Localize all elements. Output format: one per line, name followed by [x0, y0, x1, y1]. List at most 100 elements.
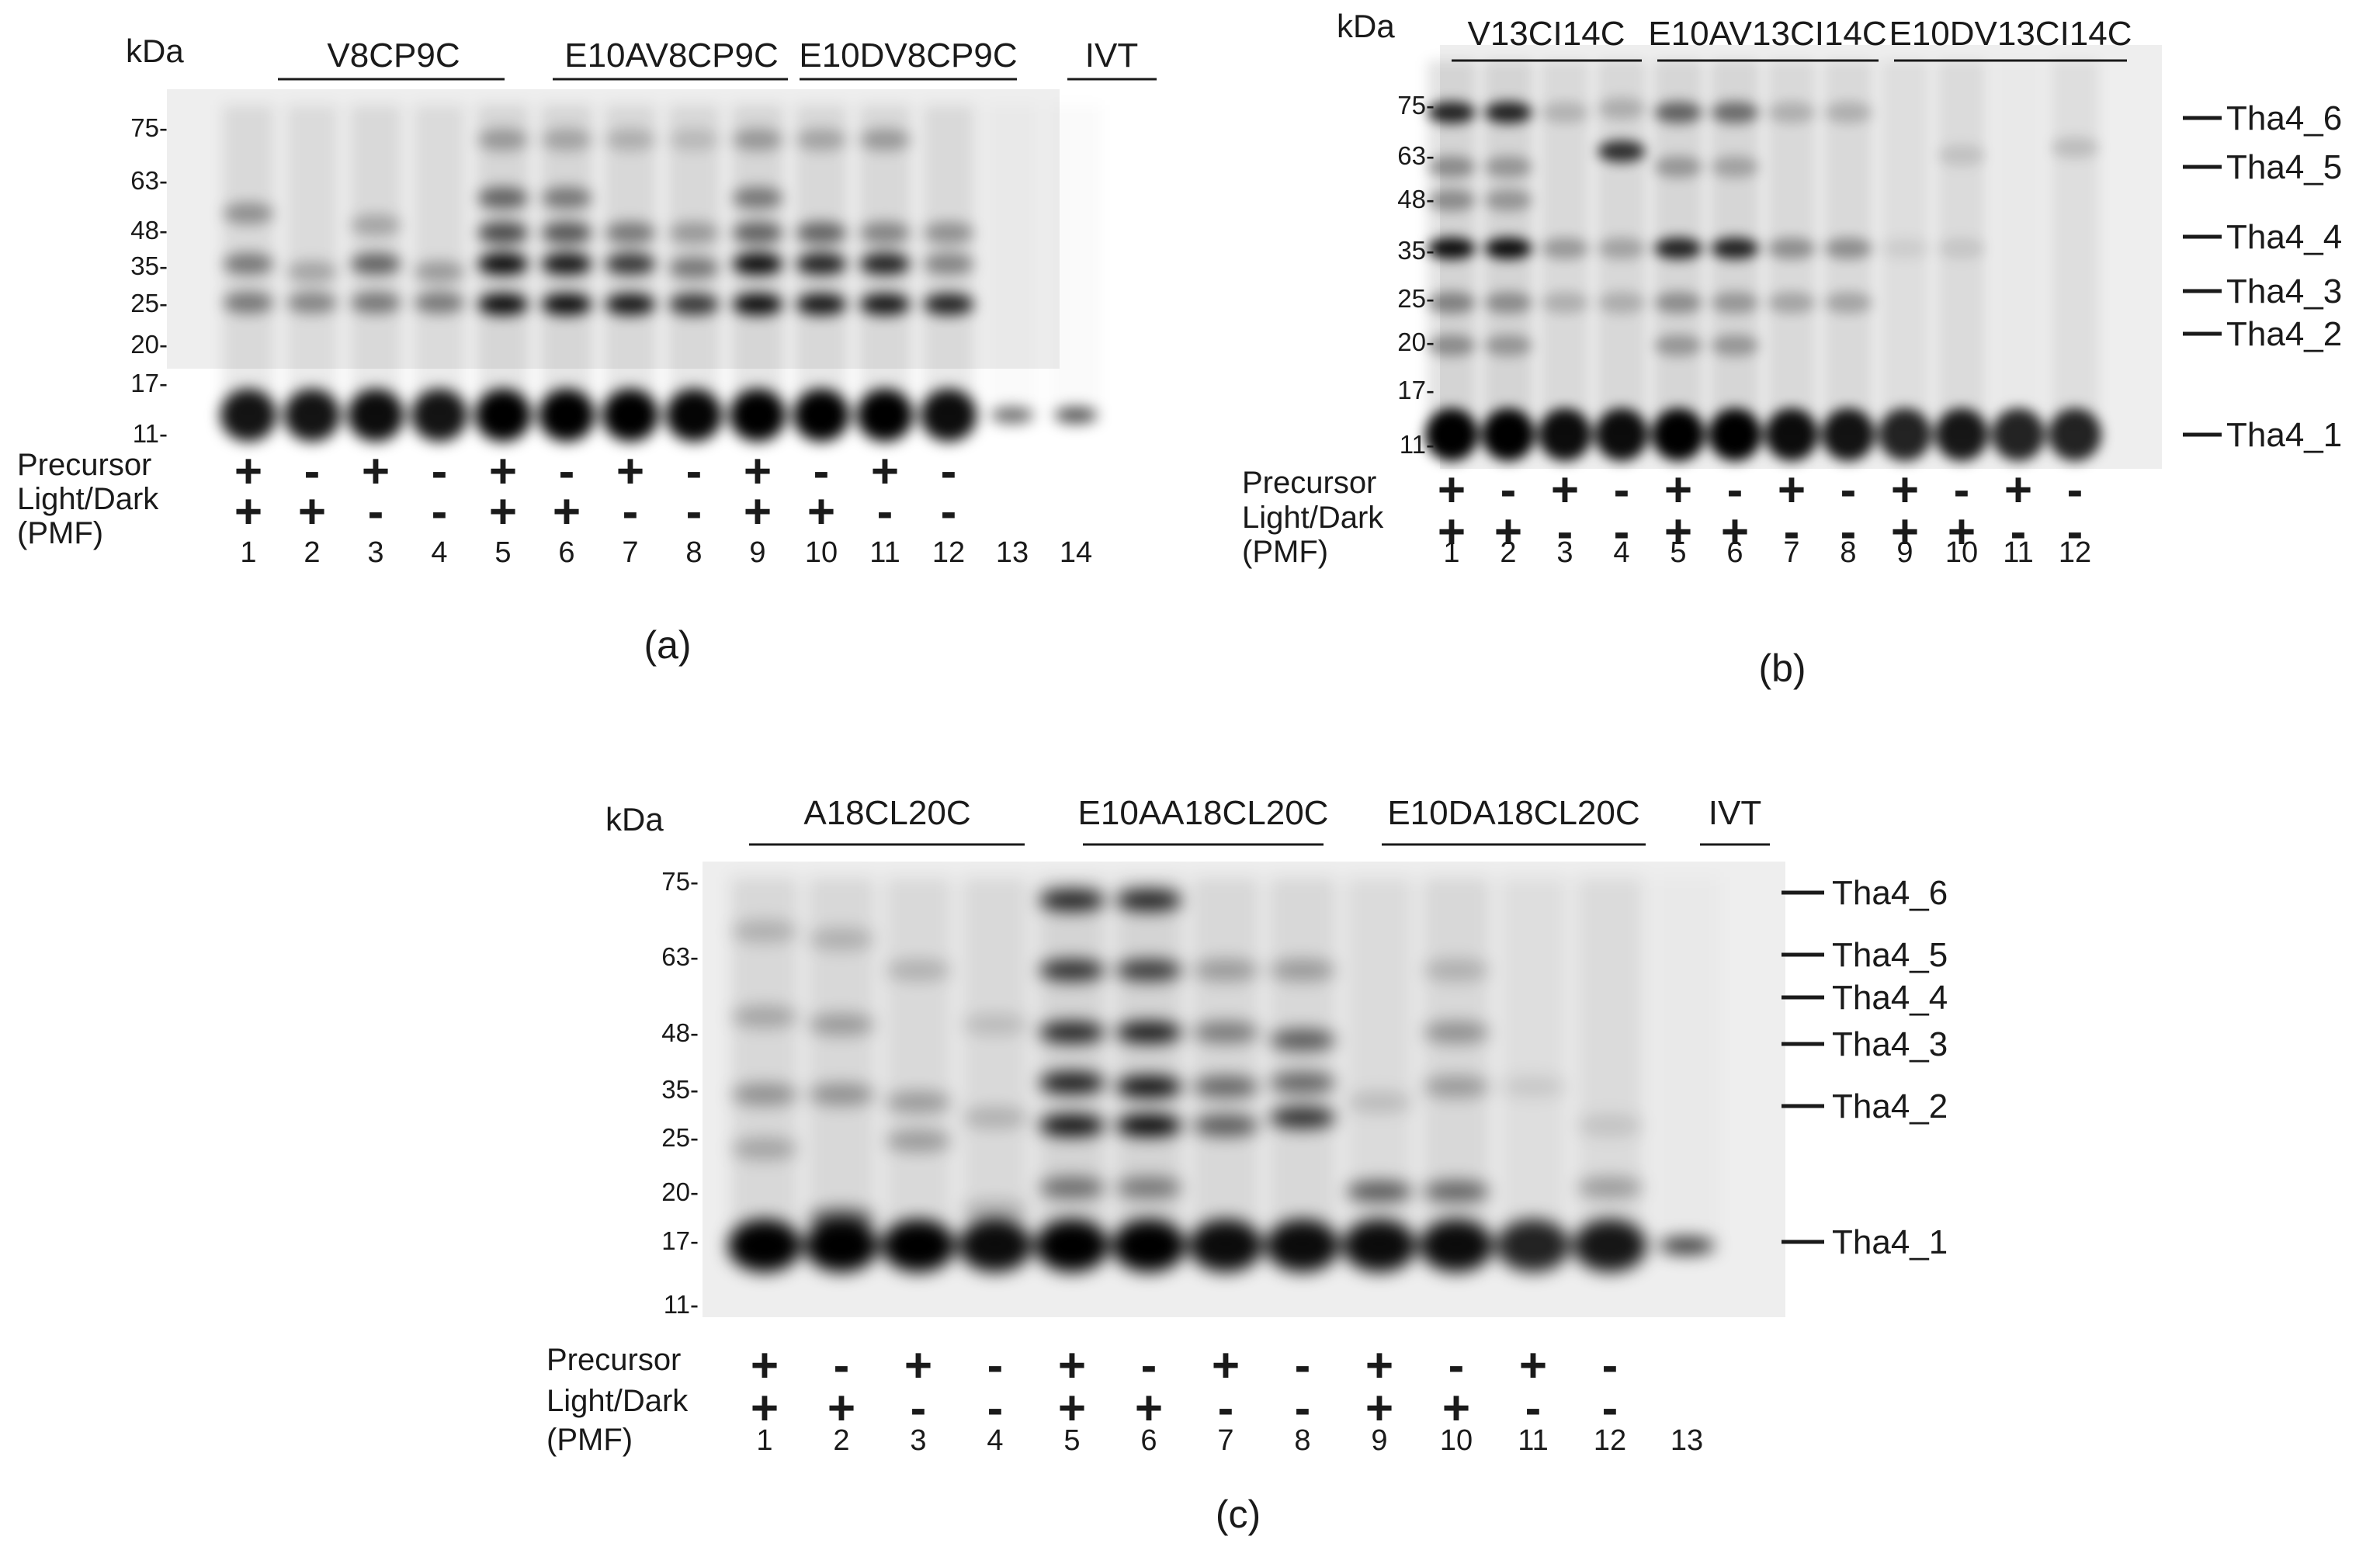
protein-band — [807, 1084, 876, 1105]
mw-marker: 11- — [1400, 430, 1435, 459]
protein-band — [730, 1084, 799, 1105]
band-label: Tha4_5 — [2226, 148, 2342, 186]
lane-number: 2 — [833, 1424, 849, 1457]
protein-band — [1422, 1076, 1490, 1098]
main-band — [283, 389, 341, 442]
protein-band — [350, 253, 401, 275]
precursor-sign: + — [1551, 463, 1579, 517]
row-label: Light/Dark — [1242, 501, 1384, 535]
light-sign: + — [1721, 505, 1749, 559]
protein-band — [1268, 1072, 1337, 1094]
precursor-sign: - — [304, 445, 321, 498]
lane-number: 11 — [2003, 536, 2033, 569]
lane-smear — [1994, 61, 2042, 435]
protein-band — [1711, 156, 1759, 178]
lane-number: 2 — [1500, 536, 1516, 569]
protein-band — [1711, 335, 1759, 356]
light-sign: + — [827, 1382, 855, 1435]
main-band — [1651, 408, 1705, 461]
lane-number: 13 — [996, 536, 1029, 569]
main-band — [991, 407, 1034, 424]
protein-band — [1598, 292, 1646, 314]
protein-band — [668, 129, 720, 151]
light-sign: + — [1438, 505, 1466, 559]
protein-band — [1268, 1107, 1337, 1129]
lane-number: 12 — [932, 536, 965, 569]
protein-band — [1428, 156, 1476, 178]
main-band — [1764, 408, 1819, 461]
light-sign: + — [234, 485, 262, 539]
light-sign: + — [1664, 505, 1692, 559]
group-label: IVT — [1709, 794, 1761, 832]
mw-marker: 75- — [130, 113, 168, 142]
mw-marker: 25- — [661, 1123, 699, 1152]
protein-band — [961, 1200, 1029, 1222]
main-band — [804, 1219, 879, 1272]
lane-number: 11 — [1518, 1424, 1548, 1457]
kda-label: kDa — [126, 33, 184, 69]
light-sign: - — [2011, 505, 2027, 559]
band-label: Tha4_1 — [2226, 416, 2342, 454]
light-sign: - — [1295, 1382, 1311, 1435]
protein-band — [605, 222, 656, 244]
protein-band — [286, 261, 338, 283]
precursor-sign: - — [1841, 463, 1857, 517]
lane-smear — [987, 105, 1038, 415]
lane-number: 4 — [431, 536, 447, 569]
light-sign: - — [1841, 505, 1857, 559]
mw-marker: 48- — [661, 1018, 699, 1047]
light-sign: - — [1784, 505, 1800, 559]
main-band — [1934, 408, 1989, 461]
light-sign: + — [1135, 1382, 1163, 1435]
protein-band — [884, 1091, 952, 1113]
protein-band — [859, 129, 911, 151]
row-label: Precursor — [17, 448, 151, 482]
precursor-sign: + — [1664, 463, 1692, 517]
group-label: IVT — [1085, 36, 1138, 75]
protein-band — [1711, 292, 1759, 314]
protein-band — [732, 253, 783, 275]
light-sign: + — [489, 485, 517, 539]
light-sign: - — [432, 485, 448, 539]
precursor-sign: + — [1891, 463, 1919, 517]
mw-marker: 35- — [130, 251, 168, 280]
main-band — [1538, 408, 1592, 461]
protein-band — [884, 1130, 952, 1152]
band-label: Tha4_2 — [1832, 1087, 1948, 1125]
lane-number: 5 — [494, 536, 511, 569]
precursor-sign: + — [234, 445, 262, 498]
protein-band — [1038, 890, 1106, 911]
protein-band — [1422, 1021, 1490, 1043]
precursor-sign: - — [1614, 463, 1630, 517]
protein-band — [1038, 959, 1106, 981]
protein-band — [1768, 238, 1816, 259]
protein-band — [1541, 292, 1589, 314]
light-sign: - — [877, 485, 893, 539]
mw-marker: 20- — [130, 330, 168, 359]
protein-band — [961, 1014, 1029, 1035]
precursor-sign: + — [1778, 463, 1806, 517]
protein-band — [223, 253, 274, 275]
protein-band — [1115, 1177, 1183, 1198]
protein-band — [1541, 238, 1589, 259]
group-label: E10DA18CL20C — [1387, 794, 1639, 832]
protein-band — [477, 253, 529, 275]
precursor-sign: - — [2067, 463, 2083, 517]
band-label: Tha4_2 — [2226, 315, 2342, 353]
protein-band — [414, 292, 465, 314]
main-band — [1708, 408, 1762, 461]
main-band — [1342, 1219, 1417, 1272]
lane-number: 3 — [367, 536, 383, 569]
light-sign: - — [686, 485, 703, 539]
protein-band — [477, 129, 529, 151]
protein-band — [1345, 1091, 1414, 1113]
precursor-sign: - — [1602, 1339, 1618, 1392]
protein-band — [541, 129, 592, 151]
lane-number: 13 — [1671, 1424, 1703, 1457]
lane-smear — [884, 877, 952, 1246]
protein-band — [605, 293, 656, 315]
group-label: E10DV8CP9C — [799, 36, 1017, 75]
protein-band — [1938, 238, 1986, 259]
